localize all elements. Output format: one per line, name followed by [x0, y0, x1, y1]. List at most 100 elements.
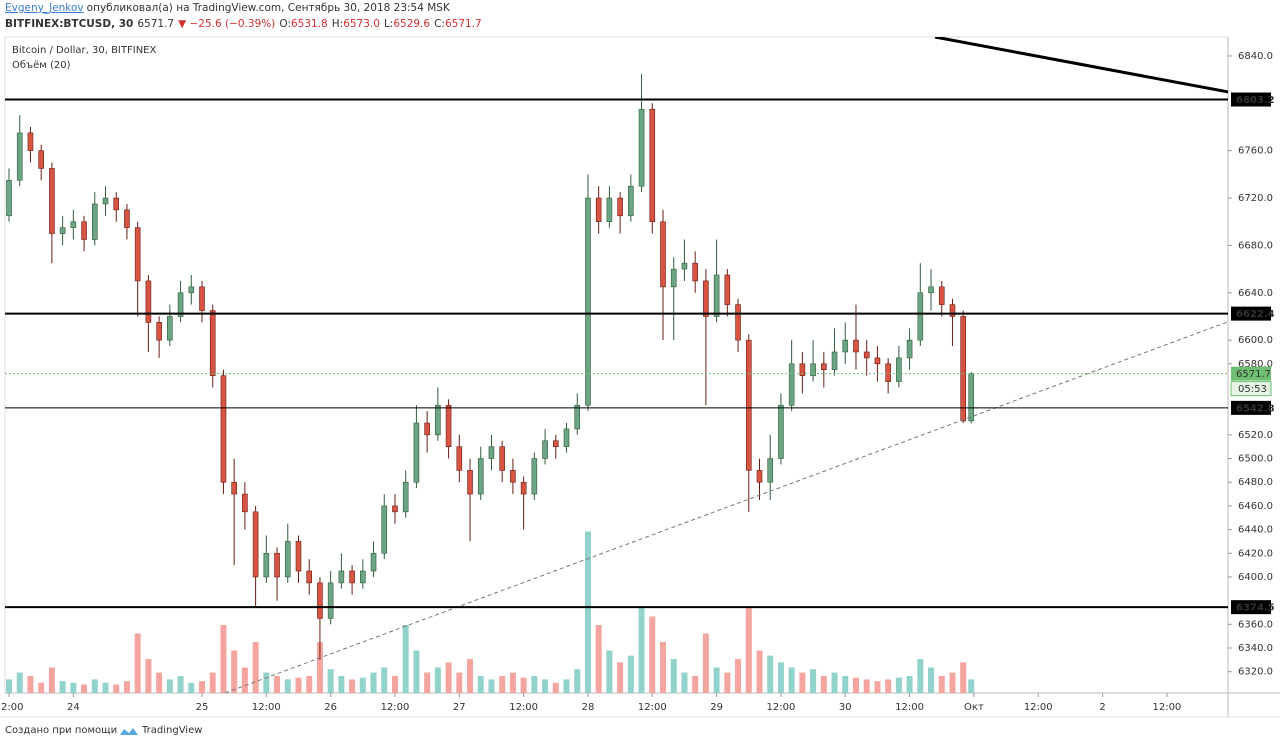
candle-body	[274, 552, 280, 578]
last-price-label: 6571.7	[1236, 369, 1271, 380]
y-tick-label: 6400.0	[1238, 572, 1273, 583]
candle-body	[788, 363, 795, 406]
volume-bar	[852, 677, 859, 693]
y-tick-label: 6640.0	[1238, 288, 1273, 299]
candle-body	[906, 339, 913, 359]
volume-bar	[391, 676, 398, 693]
volume-bar	[520, 677, 527, 693]
volume-bar	[552, 682, 559, 693]
volume-bar	[274, 676, 281, 693]
candle-body	[649, 108, 656, 223]
last-price-box	[1231, 366, 1271, 381]
published: опубликовал(а) на TradingView.com, Сентя…	[87, 2, 451, 14]
x-tick-label: 26	[324, 702, 337, 713]
volume-bar	[831, 672, 838, 693]
volume-bar	[113, 684, 120, 693]
level-label-box	[1231, 600, 1271, 615]
candle-body	[6, 179, 12, 217]
volume-bar	[799, 672, 806, 693]
candle-body	[435, 404, 441, 436]
volume-bar	[134, 633, 141, 693]
volume-bar	[413, 650, 420, 693]
volume-bar	[702, 633, 709, 693]
volume-bar	[670, 659, 677, 693]
volume-bar	[327, 669, 334, 693]
candle-body	[360, 570, 366, 584]
x-tick-label: 12:00	[381, 702, 410, 713]
candle-body	[349, 570, 355, 584]
candle-body	[467, 470, 473, 495]
volume-bar	[681, 672, 688, 693]
candle-body	[445, 404, 452, 448]
y-tick-label: 6500.0	[1238, 454, 1273, 465]
volume-bar	[649, 616, 656, 693]
x-tick-label: 12:00	[767, 702, 796, 713]
volume-bar	[638, 608, 645, 693]
volume-bar	[917, 659, 924, 693]
y-tick-label: 6420.0	[1238, 548, 1273, 559]
volume-bar	[27, 676, 34, 693]
level-label-box	[1231, 306, 1271, 321]
candle-body	[703, 280, 709, 317]
candle-body	[413, 422, 420, 483]
candle-body	[91, 203, 98, 240]
volume-bar	[370, 672, 377, 693]
candle-body	[317, 582, 323, 619]
volume-bar	[820, 676, 827, 693]
last: 6571.7	[137, 18, 174, 30]
candle-body	[102, 197, 109, 205]
volume-bar	[284, 679, 291, 693]
author[interactable]: Evgeny_Jenkov	[5, 2, 84, 14]
candle-body	[220, 375, 227, 483]
candle-body	[81, 221, 87, 240]
candle-body	[252, 511, 259, 578]
volume-bar	[241, 667, 248, 693]
candle-body	[595, 197, 602, 223]
y-tick-label: 6520.0	[1238, 430, 1273, 441]
candle-body	[896, 357, 902, 382]
y-tick-label: 6720.0	[1238, 193, 1273, 204]
countdown: 05:53	[1238, 384, 1267, 395]
candle-body	[552, 440, 559, 448]
candle-body	[968, 373, 975, 422]
candle-body	[263, 552, 270, 578]
volume-bar	[895, 677, 902, 693]
symbol-line: BITFINEX:BTCUSD, 30 6571.7 ▼ −25.6 (−0.39%…	[5, 18, 482, 30]
y-tick-label: 6580.0	[1238, 359, 1273, 370]
volume-bar	[509, 672, 516, 693]
candle-body	[381, 505, 388, 554]
x-tick-label: 28	[582, 702, 595, 713]
o: 6531.8	[291, 18, 328, 30]
plot-area	[5, 37, 1228, 693]
candle-body	[199, 286, 205, 311]
level-label-box	[1231, 400, 1271, 415]
candle-body	[928, 286, 934, 294]
footer-brand[interactable]: TradingView	[141, 725, 202, 736]
candle-body	[713, 274, 720, 317]
candle-body	[488, 446, 495, 459]
volume-bar	[777, 662, 784, 693]
x-tick-label: 12:00	[252, 702, 281, 713]
brand-logo	[120, 728, 138, 735]
volume-bar	[252, 642, 259, 693]
candle-body	[670, 268, 677, 288]
volume-bar	[306, 676, 313, 693]
candle-body	[134, 227, 141, 282]
volume-bar	[724, 672, 731, 693]
candle-body	[563, 428, 570, 448]
change: ▼ −25.6 (−0.39%)	[178, 18, 275, 30]
candle-body	[531, 458, 538, 495]
candle-body	[456, 446, 463, 471]
volume-bar	[434, 667, 441, 693]
level-label: 6803.2	[1236, 95, 1275, 106]
candle-body	[681, 262, 688, 270]
x-tick-label: 12:00	[1152, 702, 1181, 713]
candle-body	[16, 132, 23, 181]
volume-bar	[59, 681, 66, 693]
candle-body	[585, 197, 591, 406]
candle-body	[338, 570, 345, 584]
y-tick-label: 6840.0	[1238, 51, 1273, 62]
volume-bar	[542, 679, 549, 693]
candle-body	[499, 446, 505, 471]
